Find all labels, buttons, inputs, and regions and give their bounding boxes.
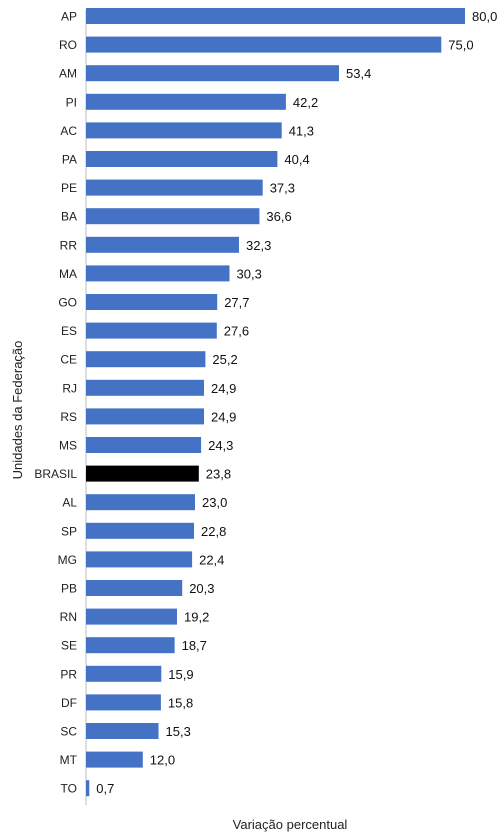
value-label-rj: 24,9 xyxy=(211,381,236,396)
category-label-pa: PA xyxy=(62,153,77,167)
bar-sp xyxy=(86,522,194,539)
value-label-pe: 37,3 xyxy=(270,181,295,196)
bar-brasil xyxy=(86,465,199,482)
bar-go xyxy=(86,294,218,310)
bar-sc xyxy=(86,723,159,739)
value-label-ms: 24,3 xyxy=(208,438,233,453)
value-label-pr: 15,9 xyxy=(168,667,193,682)
value-label-go: 27,7 xyxy=(224,295,249,310)
bar-ba xyxy=(86,208,260,225)
bar-pi xyxy=(86,93,286,110)
value-label-mt: 12,0 xyxy=(150,753,175,768)
bars-group: AP 80,0 RO 75,0 AM 53,4 PI 42,2 AC 41,3 PA 40,4 PE 37… xyxy=(34,8,497,797)
bar-pr xyxy=(86,665,162,682)
value-label-al: 23,0 xyxy=(202,495,227,510)
y-axis-title: Unidades da Federação xyxy=(10,341,25,480)
category-label-sp: SP xyxy=(61,524,77,538)
bar-pe xyxy=(86,179,263,196)
bar-ma xyxy=(86,265,230,282)
bar-ce xyxy=(86,351,206,368)
bar-ap xyxy=(86,8,465,24)
bar-rs xyxy=(86,408,204,425)
category-label-pr: PR xyxy=(60,667,77,681)
category-label-ba: BA xyxy=(61,210,77,224)
value-label-sp: 22,8 xyxy=(201,524,226,539)
value-label-es: 27,6 xyxy=(224,324,249,339)
bar-to xyxy=(86,780,90,797)
bar-al xyxy=(86,494,195,511)
category-label-go: GO xyxy=(58,296,77,310)
value-label-pb: 20,3 xyxy=(189,581,214,596)
value-label-rs: 24,9 xyxy=(211,409,236,424)
category-label-pi: PI xyxy=(66,95,77,109)
bar-mt xyxy=(86,751,143,768)
bar-pa xyxy=(86,151,278,167)
value-label-ma: 30,3 xyxy=(237,266,262,281)
bar-ro xyxy=(86,36,442,53)
category-label-rn: RN xyxy=(60,610,77,624)
x-axis-title: Variação percentual xyxy=(233,817,348,832)
bar-se xyxy=(86,637,175,654)
category-label-rs: RS xyxy=(60,410,77,424)
category-label-ap: AP xyxy=(61,10,77,24)
value-label-rn: 19,2 xyxy=(184,610,209,625)
category-label-rr: RR xyxy=(60,238,78,252)
category-label-brasil: BRASIL xyxy=(34,467,77,481)
category-label-se: SE xyxy=(61,639,77,653)
category-label-am: AM xyxy=(59,67,77,81)
bar-am xyxy=(86,65,339,82)
category-label-sc: SC xyxy=(60,725,77,739)
value-label-df: 15,8 xyxy=(168,695,193,710)
value-label-brasil: 23,8 xyxy=(206,467,231,482)
value-label-pi: 42,2 xyxy=(293,95,318,110)
category-label-to: TO xyxy=(61,782,77,796)
category-label-rj: RJ xyxy=(62,381,77,395)
value-label-ap: 80,0 xyxy=(472,9,497,24)
value-label-ba: 36,6 xyxy=(266,209,291,224)
bar-rr xyxy=(86,236,239,253)
bar-ms xyxy=(86,437,202,453)
category-label-ce: CE xyxy=(60,353,77,367)
value-label-ce: 25,2 xyxy=(212,352,237,367)
value-label-ro: 75,0 xyxy=(448,38,473,53)
bar-rn xyxy=(86,608,177,625)
category-label-ma: MA xyxy=(59,267,77,281)
category-label-pb: PB xyxy=(61,582,77,596)
bar-mg xyxy=(86,551,193,568)
category-label-es: ES xyxy=(61,324,77,338)
bar-pb xyxy=(86,580,183,596)
value-label-se: 18,7 xyxy=(182,638,207,653)
bar-df xyxy=(86,694,161,711)
bar-ac xyxy=(86,122,282,139)
category-label-al: AL xyxy=(62,496,77,510)
category-label-ro: RO xyxy=(59,38,77,52)
category-label-df: DF xyxy=(61,696,77,710)
bar-rj xyxy=(86,379,204,396)
value-label-am: 53,4 xyxy=(346,66,371,81)
category-label-ms: MS xyxy=(59,439,77,453)
bar-es xyxy=(86,322,217,339)
category-label-ac: AC xyxy=(60,124,77,138)
value-label-mg: 22,4 xyxy=(199,552,224,567)
category-label-mg: MG xyxy=(58,553,77,567)
category-label-pe: PE xyxy=(61,181,77,195)
value-label-ac: 41,3 xyxy=(289,123,314,138)
value-label-sc: 15,3 xyxy=(166,724,191,739)
value-label-rr: 32,3 xyxy=(246,238,271,253)
category-label-mt: MT xyxy=(60,753,78,767)
value-label-pa: 40,4 xyxy=(284,152,309,167)
value-label-to: 0,7 xyxy=(96,781,114,796)
